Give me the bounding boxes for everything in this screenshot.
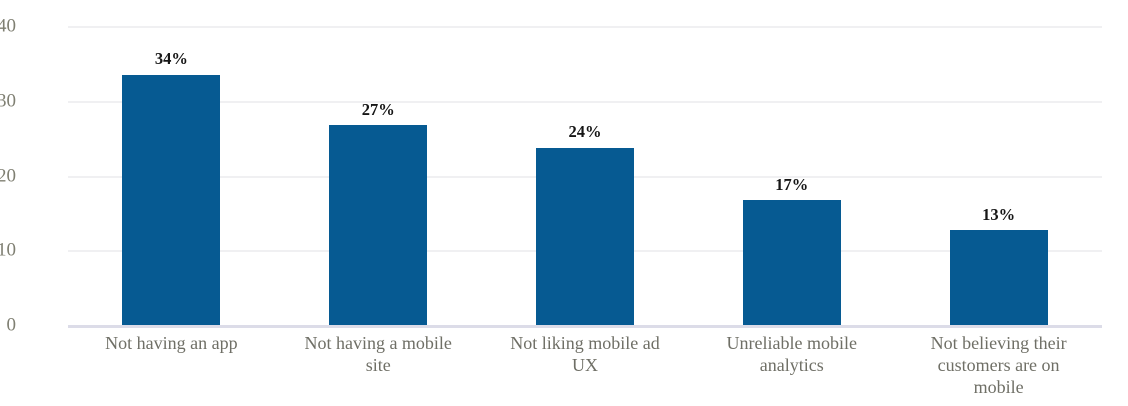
- x-tick-label-2: Not having a mobile site: [304, 333, 452, 375]
- x-tick-label-5: Not believing their customers are on mob…: [930, 333, 1067, 397]
- y-tick-label-20: 20: [0, 165, 16, 186]
- bar-slot-1: 34%: [68, 26, 275, 325]
- bar-not-having-a-mobile-site[interactable]: [329, 125, 428, 325]
- axis-baseline: [68, 325, 1102, 328]
- x-tick-label-3: Not liking mobile ad UX: [510, 333, 660, 375]
- gridline-40: [68, 26, 1102, 28]
- bar-not-having-an-app[interactable]: [122, 74, 221, 325]
- bar-slot-4: 17%: [688, 26, 895, 325]
- y-tick-label-30: 30: [0, 90, 16, 112]
- bar-value-label-3: 24%: [568, 122, 602, 142]
- bar-value-label-4: 17%: [775, 174, 809, 194]
- gridline-30: [68, 100, 1102, 103]
- bar-not-believing-customers-on-mobile[interactable]: [949, 230, 1048, 325]
- x-axis: Not having an app Not having a mobile si…: [68, 333, 1102, 403]
- y-tick-label-0: 0: [6, 314, 17, 336]
- x-tick-label-1: Not having an app: [105, 333, 238, 353]
- bar-not-liking-mobile-ad-ux[interactable]: [535, 147, 634, 325]
- x-tick-label-4: Unreliable mobile analytics: [726, 333, 858, 375]
- y-tick-label-10: 10: [0, 239, 16, 261]
- bar-value-label-2: 27%: [361, 99, 395, 119]
- bar-slot-3: 24%: [482, 26, 689, 325]
- bars-layer: 34% 27% 24% 17% 13%: [68, 26, 1102, 325]
- bar-value-label-1: 34%: [154, 49, 188, 69]
- bar-value-label-5: 13%: [982, 204, 1016, 224]
- bar-slot-2: 27%: [275, 26, 482, 325]
- bar-slot-5: 13%: [895, 26, 1102, 325]
- y-tick-label-40: 40: [0, 15, 16, 37]
- bar-unreliable-mobile-analytics[interactable]: [742, 200, 841, 325]
